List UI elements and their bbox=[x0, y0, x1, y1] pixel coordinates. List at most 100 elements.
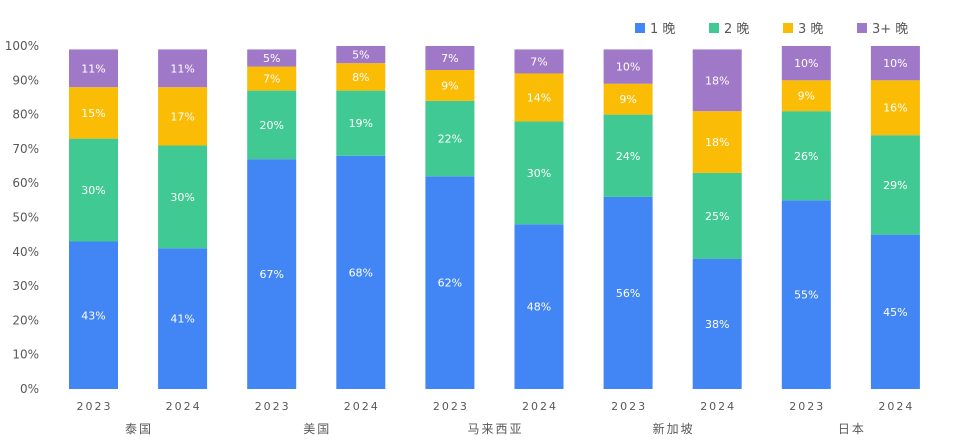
bar-segment bbox=[336, 46, 386, 64]
data-label: 56% bbox=[616, 287, 640, 300]
bar-segment bbox=[425, 46, 475, 71]
bar-segment bbox=[158, 248, 208, 389]
data-label: 11% bbox=[170, 62, 194, 75]
data-label: 8% bbox=[352, 71, 369, 84]
y-tick-label: 100% bbox=[5, 39, 39, 53]
data-label: 55% bbox=[794, 289, 818, 302]
data-label: 41% bbox=[170, 313, 194, 326]
legend-swatch bbox=[709, 23, 719, 33]
data-label: 25% bbox=[705, 210, 729, 223]
data-label: 48% bbox=[527, 301, 551, 314]
bar-segment bbox=[336, 90, 386, 156]
bar-segment bbox=[514, 73, 564, 122]
data-label: 19% bbox=[349, 117, 373, 130]
data-label: 7% bbox=[441, 52, 458, 65]
group-label: 泰国 bbox=[125, 422, 153, 436]
bar-segment bbox=[336, 63, 386, 91]
bar-segment bbox=[781, 80, 831, 112]
x-tick-label: 2023 bbox=[77, 400, 113, 413]
bar-segment bbox=[158, 145, 208, 249]
data-label: 62% bbox=[438, 277, 462, 290]
bar-segment bbox=[603, 114, 653, 197]
data-label: 43% bbox=[81, 309, 105, 322]
data-label: 67% bbox=[259, 268, 283, 281]
x-axis: 2023 2024 2023 2024 2023 2024 2023 2024 2023 2024… bbox=[77, 400, 914, 436]
bar-segment bbox=[336, 155, 386, 389]
y-tick-label: 90% bbox=[12, 73, 39, 87]
bar-segment bbox=[514, 224, 564, 389]
bar-segment bbox=[781, 200, 831, 389]
bar-segment bbox=[69, 49, 118, 88]
data-label: 17% bbox=[170, 110, 194, 123]
data-label: 29% bbox=[883, 179, 907, 192]
y-tick-label: 50% bbox=[12, 211, 39, 225]
legend: 1 晚 2 晚 3 晚 3+ 晚 bbox=[635, 22, 908, 37]
bar-segment bbox=[603, 49, 653, 84]
bar-segment bbox=[425, 100, 475, 177]
y-tick-label: 80% bbox=[12, 108, 39, 122]
legend-swatch bbox=[635, 23, 645, 33]
x-tick-label: 2024 bbox=[344, 400, 380, 413]
data-label: 18% bbox=[705, 74, 729, 87]
data-label: 24% bbox=[616, 150, 640, 163]
y-tick-label: 30% bbox=[12, 279, 39, 293]
group-label: 马来西亚 bbox=[467, 422, 523, 436]
y-tick-label: 0% bbox=[20, 382, 39, 396]
bar-segment bbox=[425, 176, 475, 389]
bar-segment bbox=[425, 70, 475, 101]
data-label: 10% bbox=[794, 57, 818, 70]
legend-swatch bbox=[783, 23, 793, 33]
data-label: 30% bbox=[81, 184, 105, 197]
data-label: 68% bbox=[349, 266, 373, 279]
bar-segment bbox=[158, 49, 208, 88]
bar-segment bbox=[69, 138, 118, 242]
data-label: 30% bbox=[527, 167, 551, 180]
bar-segment bbox=[870, 80, 920, 136]
legend-label: 1 晚 bbox=[650, 22, 675, 37]
y-tick-label: 70% bbox=[12, 142, 39, 156]
bar-segment bbox=[69, 87, 118, 139]
data-label: 10% bbox=[616, 61, 640, 74]
data-label: 15% bbox=[81, 107, 105, 120]
x-tick-label: 2024 bbox=[166, 400, 202, 413]
bar-segment bbox=[692, 258, 742, 389]
data-label: 14% bbox=[527, 91, 551, 104]
x-tick-label: 2023 bbox=[789, 400, 825, 413]
bar-segment bbox=[781, 111, 831, 201]
group-label: 美国 bbox=[303, 422, 331, 436]
bar-segment bbox=[692, 172, 742, 259]
data-label: 26% bbox=[794, 150, 818, 163]
data-label: 5% bbox=[263, 52, 280, 65]
y-tick-label: 40% bbox=[12, 245, 39, 259]
data-label: 16% bbox=[883, 102, 907, 115]
y-tick-label: 60% bbox=[12, 176, 39, 190]
bar-segment bbox=[514, 121, 564, 225]
bar-segment bbox=[247, 159, 297, 389]
bar-segment bbox=[870, 234, 920, 389]
bar-segment bbox=[158, 87, 208, 146]
legend-swatch bbox=[857, 23, 867, 33]
data-label: 10% bbox=[883, 57, 907, 70]
data-label: 9% bbox=[441, 79, 458, 92]
legend-label: 3 晚 bbox=[798, 22, 823, 37]
bar-segment bbox=[514, 49, 564, 74]
bar-segment bbox=[247, 90, 297, 160]
bar-segment bbox=[603, 83, 653, 115]
x-tick-label: 2024 bbox=[522, 400, 558, 413]
data-label: 45% bbox=[883, 306, 907, 319]
bar-segment bbox=[870, 135, 920, 235]
data-label: 22% bbox=[438, 133, 462, 146]
x-tick-label: 2024 bbox=[878, 400, 914, 413]
bar-segment bbox=[692, 49, 742, 112]
bar-segment bbox=[69, 241, 118, 389]
legend-label: 2 晚 bbox=[724, 22, 749, 37]
legend-label: 3+ 晚 bbox=[872, 22, 908, 37]
bar-segment bbox=[692, 111, 742, 173]
x-tick-label: 2023 bbox=[611, 400, 647, 413]
bar-segment bbox=[781, 46, 831, 81]
y-tick-label: 10% bbox=[12, 348, 39, 362]
group-label: 新加坡 bbox=[653, 421, 695, 436]
y-axis: 0% 10% 20% 30% 40% 50% 60% 70% 80% 90% 100% bbox=[5, 39, 39, 396]
bars: 43% 30% 15% 11% 41% 30% 17% 11% 67% 20% 7% 5% 68% 19%… bbox=[69, 46, 920, 389]
